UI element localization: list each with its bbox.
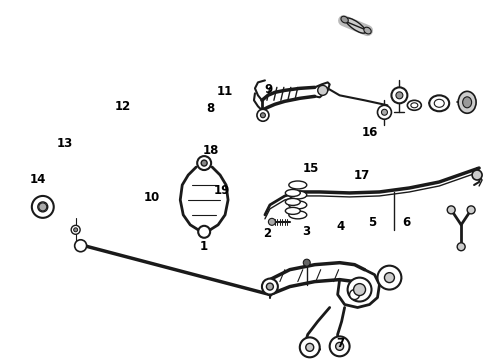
Circle shape [377, 266, 401, 289]
Ellipse shape [345, 18, 366, 33]
Ellipse shape [289, 181, 307, 189]
Text: 15: 15 [303, 162, 319, 175]
Circle shape [336, 342, 343, 350]
Circle shape [74, 228, 77, 232]
Text: 18: 18 [203, 144, 219, 157]
Ellipse shape [285, 189, 300, 197]
Text: 4: 4 [336, 220, 344, 233]
Ellipse shape [458, 91, 476, 113]
Circle shape [71, 225, 80, 234]
Circle shape [457, 243, 465, 251]
Circle shape [382, 109, 388, 115]
Text: 13: 13 [56, 137, 73, 150]
Text: 5: 5 [368, 216, 376, 229]
Ellipse shape [429, 95, 449, 111]
Ellipse shape [289, 211, 307, 219]
Circle shape [330, 336, 349, 356]
Circle shape [300, 337, 319, 357]
Text: 7: 7 [336, 337, 344, 350]
Circle shape [347, 278, 371, 302]
Text: 12: 12 [115, 100, 131, 113]
Circle shape [303, 259, 310, 266]
Circle shape [201, 160, 207, 166]
Circle shape [447, 206, 455, 214]
Circle shape [39, 203, 47, 211]
Text: 10: 10 [144, 191, 160, 204]
Circle shape [262, 279, 278, 294]
Circle shape [385, 273, 394, 283]
Text: 6: 6 [402, 216, 410, 229]
Text: 14: 14 [29, 173, 46, 186]
Text: 8: 8 [207, 102, 215, 115]
Circle shape [349, 289, 360, 300]
Circle shape [306, 343, 314, 351]
Circle shape [261, 113, 266, 118]
Ellipse shape [289, 191, 307, 199]
Text: 17: 17 [354, 169, 370, 182]
Text: 19: 19 [214, 184, 230, 197]
Circle shape [198, 226, 210, 238]
Circle shape [354, 284, 366, 296]
Circle shape [396, 92, 403, 99]
Ellipse shape [289, 201, 307, 209]
Circle shape [467, 206, 475, 214]
Text: 11: 11 [217, 85, 233, 98]
Circle shape [392, 87, 407, 103]
Text: 2: 2 [263, 227, 271, 240]
Circle shape [257, 109, 269, 121]
Circle shape [318, 85, 328, 95]
Circle shape [197, 156, 211, 170]
Ellipse shape [364, 27, 371, 34]
Circle shape [267, 283, 273, 290]
Ellipse shape [407, 100, 421, 110]
Ellipse shape [341, 16, 348, 23]
Text: 9: 9 [264, 83, 272, 96]
Text: 3: 3 [302, 225, 310, 238]
Circle shape [269, 219, 275, 225]
Ellipse shape [285, 207, 300, 214]
Ellipse shape [285, 198, 300, 206]
Circle shape [377, 105, 392, 119]
Ellipse shape [434, 99, 444, 107]
Text: 1: 1 [199, 240, 208, 253]
Circle shape [472, 170, 482, 180]
Circle shape [74, 240, 87, 252]
Ellipse shape [32, 196, 54, 218]
Ellipse shape [38, 202, 48, 212]
Text: 16: 16 [361, 126, 378, 139]
Ellipse shape [411, 103, 418, 108]
Ellipse shape [463, 97, 471, 108]
